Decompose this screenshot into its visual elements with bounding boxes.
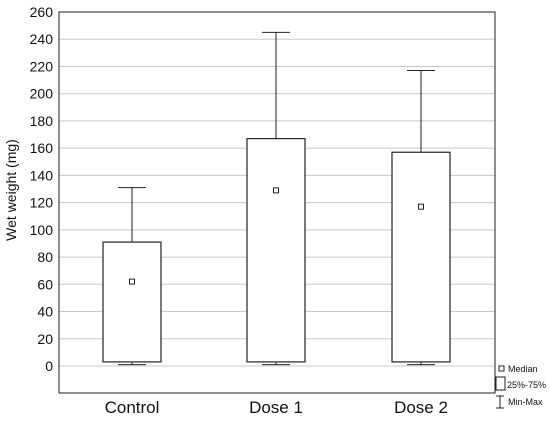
iqr-box xyxy=(391,151,451,363)
legend-label: Min-Max xyxy=(508,397,543,407)
y-tick-label: 20 xyxy=(37,331,53,347)
category-labels: Control Dose 1 Dose 2 xyxy=(105,398,448,417)
y-tick-label: 100 xyxy=(30,222,54,238)
median-marker xyxy=(273,187,279,194)
iqr-box xyxy=(102,241,162,363)
legend-median-swatch xyxy=(498,365,505,372)
plot-frame xyxy=(58,11,496,394)
y-tick-label: 220 xyxy=(30,58,54,74)
box-group xyxy=(102,187,162,366)
legend-label: Median xyxy=(508,364,538,374)
y-axis-title: Wet weight (mg) xyxy=(3,139,19,241)
category-label: Control xyxy=(105,398,160,417)
category-label: Dose 2 xyxy=(394,398,448,417)
y-tick-label: 140 xyxy=(30,167,54,183)
y-tick-label: 80 xyxy=(37,249,53,265)
y-tick-label: 200 xyxy=(30,86,54,102)
median-marker xyxy=(129,278,135,285)
y-tick-label: 120 xyxy=(30,195,54,211)
box-group xyxy=(391,70,451,366)
y-tick-label: 60 xyxy=(37,276,53,292)
legend-box-swatch xyxy=(495,376,506,391)
category-label: Dose 1 xyxy=(249,398,303,417)
y-tick-label: 260 xyxy=(30,4,54,20)
iqr-box xyxy=(246,138,306,363)
y-tick-label: 0 xyxy=(45,358,53,374)
y-tick-label: 160 xyxy=(30,140,54,156)
legend-label: 25%-75% xyxy=(507,380,546,390)
y-tick-labels: 0 20 40 60 80 100 120 140 160 180 200 220 240 260 xyxy=(30,4,54,374)
box-group xyxy=(246,31,306,366)
median-marker xyxy=(418,203,424,210)
legend: Median 25%-75% Min-Max xyxy=(495,364,546,409)
box-layer xyxy=(102,31,451,366)
y-tick-label: 40 xyxy=(37,304,53,320)
y-tick-label: 240 xyxy=(30,31,54,47)
y-tick-label: 180 xyxy=(30,113,54,129)
